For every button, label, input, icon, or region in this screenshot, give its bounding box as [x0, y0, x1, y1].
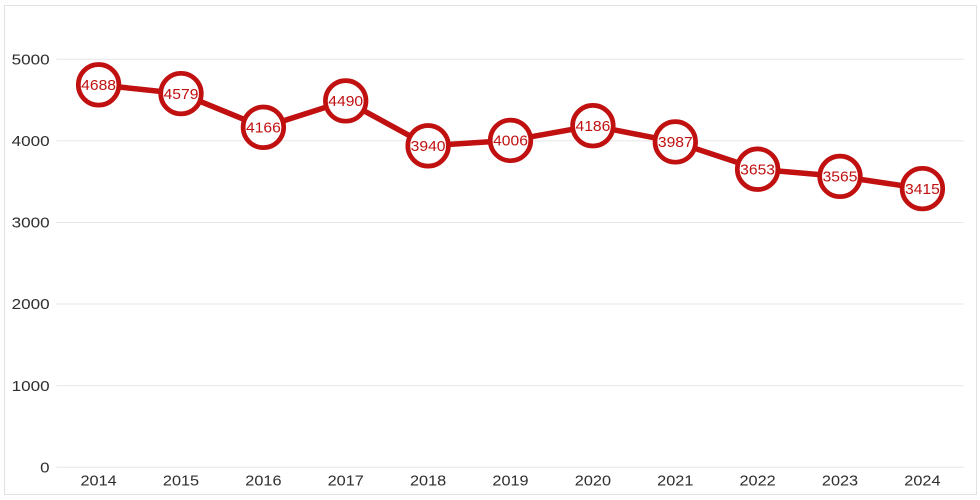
- svg-text:4006: 4006: [493, 133, 528, 150]
- svg-text:3987: 3987: [658, 134, 693, 151]
- svg-text:2021: 2021: [657, 473, 693, 490]
- svg-text:3415: 3415: [905, 181, 940, 198]
- svg-text:2023: 2023: [822, 473, 858, 490]
- svg-text:3653: 3653: [740, 161, 775, 178]
- svg-text:2020: 2020: [575, 473, 611, 490]
- svg-text:5000: 5000: [12, 52, 50, 69]
- svg-text:3940: 3940: [411, 138, 446, 155]
- svg-text:4688: 4688: [81, 77, 116, 94]
- svg-text:3000: 3000: [12, 215, 50, 232]
- svg-text:4579: 4579: [164, 86, 199, 103]
- svg-text:2000: 2000: [12, 296, 50, 313]
- svg-text:3565: 3565: [823, 169, 858, 186]
- svg-text:4490: 4490: [328, 93, 363, 110]
- svg-text:2024: 2024: [904, 473, 940, 490]
- svg-text:4166: 4166: [246, 120, 281, 137]
- svg-text:4186: 4186: [576, 118, 611, 135]
- svg-text:2014: 2014: [81, 473, 117, 490]
- svg-text:4000: 4000: [12, 133, 50, 150]
- svg-text:2017: 2017: [328, 473, 364, 490]
- svg-text:2016: 2016: [245, 473, 281, 490]
- svg-text:2019: 2019: [492, 473, 528, 490]
- svg-text:2022: 2022: [740, 473, 776, 490]
- svg-text:0: 0: [40, 459, 49, 476]
- svg-text:1000: 1000: [12, 378, 50, 395]
- svg-text:2015: 2015: [163, 473, 199, 490]
- svg-text:2018: 2018: [410, 473, 446, 490]
